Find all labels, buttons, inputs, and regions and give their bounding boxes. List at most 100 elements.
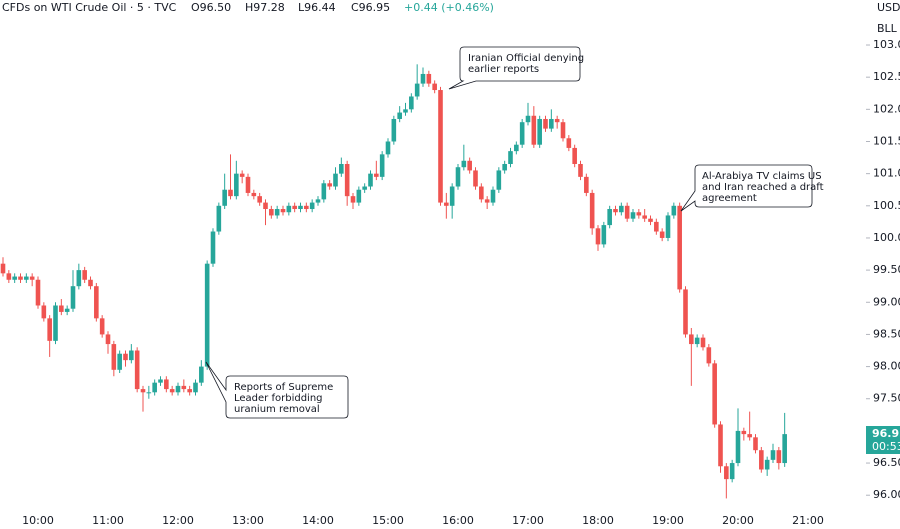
candle-body — [257, 196, 262, 203]
candle-body — [309, 202, 315, 210]
candle-body — [531, 115, 537, 145]
y-tick-label: 102.50 — [873, 70, 900, 83]
candle-body — [589, 192, 595, 229]
candle-body — [607, 209, 612, 226]
x-tick-label: 10:00 — [22, 514, 54, 527]
candle-body — [414, 83, 420, 97]
annotation-text: and Iran reached a draft — [702, 182, 824, 193]
price-tag: 96.95 00:53 — [866, 426, 900, 454]
candle-body — [263, 202, 268, 210]
header-low: L96.44 — [298, 1, 336, 14]
candle-body — [601, 225, 607, 245]
candle-body — [41, 305, 47, 319]
candle-body — [199, 366, 204, 383]
candle-body — [304, 205, 309, 210]
candle-body — [473, 170, 478, 187]
candle-body — [455, 167, 461, 187]
candle-body — [467, 160, 472, 171]
candle-body — [385, 141, 391, 155]
candle-body — [508, 151, 513, 164]
candle-body — [549, 118, 554, 129]
candle-body — [0, 263, 6, 274]
candle-body — [578, 163, 583, 177]
candle-body — [718, 424, 723, 467]
candle-body — [438, 90, 443, 203]
annotation-text: agreement — [702, 193, 757, 204]
candle-body — [76, 270, 82, 287]
candle-body — [187, 389, 192, 393]
candle-body — [146, 392, 152, 394]
candle-body — [724, 466, 729, 480]
candle-body — [735, 430, 741, 464]
candle-body — [35, 279, 41, 306]
candle-body — [613, 209, 618, 213]
candle-body — [47, 318, 52, 341]
candle-body — [677, 205, 682, 290]
candle-body — [420, 73, 426, 84]
x-tick-label: 21:00 — [792, 514, 824, 527]
y-tick-label: 103.00 — [873, 38, 900, 51]
candle-body — [700, 337, 706, 348]
candle-body — [59, 305, 64, 312]
candle-body — [537, 118, 542, 145]
candle-body — [595, 228, 601, 245]
candle-body — [269, 209, 274, 216]
y-tick-label: 102.00 — [873, 102, 900, 115]
header-high: H97.28 — [245, 1, 285, 14]
candle-body — [741, 430, 747, 435]
candle-body — [88, 279, 93, 287]
candle-body — [280, 209, 286, 213]
candle-body — [286, 205, 292, 213]
candle-body — [671, 205, 677, 216]
x-tick-label: 15:00 — [372, 514, 404, 527]
candle-body — [321, 183, 327, 200]
candle-body — [624, 205, 630, 219]
candle-body — [274, 209, 280, 216]
candle-body — [449, 186, 455, 206]
header-close: C96.95 — [351, 1, 390, 14]
candle-body — [461, 160, 467, 168]
candle-body — [572, 147, 577, 164]
candle-body — [169, 389, 175, 393]
annotation-text: earlier reports — [468, 64, 539, 75]
candle-body — [636, 212, 642, 216]
candle-body — [479, 186, 484, 200]
candle-body — [694, 337, 700, 345]
candle-body — [665, 215, 671, 238]
candle-body — [776, 450, 782, 464]
candle-body — [181, 385, 187, 390]
annotation-text: Leader forbidding — [234, 393, 323, 404]
candle-body — [554, 118, 560, 123]
candle-body — [706, 347, 712, 364]
candle-body — [584, 176, 589, 193]
annotation: Iranian Official denying earlier reports — [448, 46, 584, 90]
candle-body — [129, 350, 134, 361]
x-tick-label: 18:00 — [582, 514, 614, 527]
candle-body — [362, 186, 367, 190]
candle-body — [239, 173, 245, 177]
x-tick-label: 19:00 — [652, 514, 684, 527]
price-tag-value: 96.95 — [872, 427, 900, 440]
candle-body — [204, 263, 210, 367]
x-tick-label: 14:00 — [302, 514, 334, 527]
candle-body — [444, 202, 449, 206]
candle-body — [619, 205, 624, 213]
candle-body — [356, 189, 362, 203]
candle-body — [753, 437, 758, 451]
y-tick-label: 101.50 — [873, 134, 900, 147]
candle-body — [403, 109, 408, 113]
candle-body — [292, 205, 297, 210]
candle-body — [29, 276, 35, 280]
candle-body — [245, 176, 251, 193]
candle-body — [560, 122, 566, 139]
candle-body — [374, 173, 379, 177]
header-open: O96.50 — [191, 1, 231, 14]
x-tick-label: 11:00 — [92, 514, 124, 527]
candle-body — [222, 189, 227, 206]
candle-body — [689, 334, 694, 345]
y-tick-label: 96.00 — [873, 488, 900, 501]
candle-body — [659, 231, 665, 238]
candle-body — [117, 353, 122, 370]
candle-body — [70, 286, 76, 309]
